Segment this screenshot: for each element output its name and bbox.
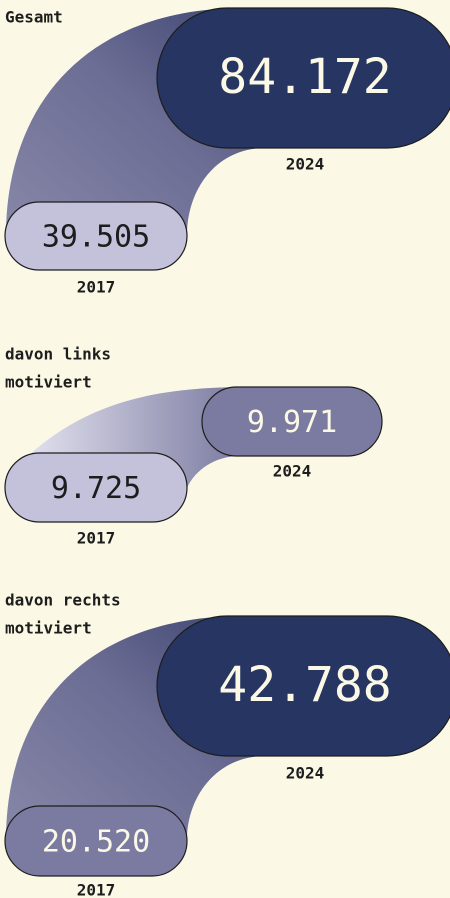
year-label: 2024 xyxy=(286,155,325,174)
panel-title: Gesamt xyxy=(5,8,63,27)
value-label: 20.520 xyxy=(42,825,150,860)
value-label: 84.172 xyxy=(218,49,391,105)
value-pill xyxy=(4,805,188,877)
value-pill xyxy=(156,7,450,149)
value-pill xyxy=(4,452,188,523)
year-label: 2017 xyxy=(77,881,116,898)
panel-title: davon rechts xyxy=(5,591,121,610)
value-label: 9.725 xyxy=(51,471,141,506)
value-pill xyxy=(4,201,188,271)
value-pill xyxy=(156,615,450,757)
value-label: 39.505 xyxy=(42,220,150,255)
year-label: 2017 xyxy=(77,278,116,297)
panel-title: davon links xyxy=(5,345,111,364)
value-label: 9.971 xyxy=(247,405,337,440)
year-label: 2024 xyxy=(286,764,325,783)
panel-title: motiviert xyxy=(5,373,92,392)
year-label: 2024 xyxy=(273,462,312,481)
value-pill xyxy=(201,386,383,457)
panel-title: motiviert xyxy=(5,619,92,638)
connector xyxy=(28,387,240,488)
value-label: 42.788 xyxy=(218,657,391,713)
year-label: 2017 xyxy=(77,529,116,548)
